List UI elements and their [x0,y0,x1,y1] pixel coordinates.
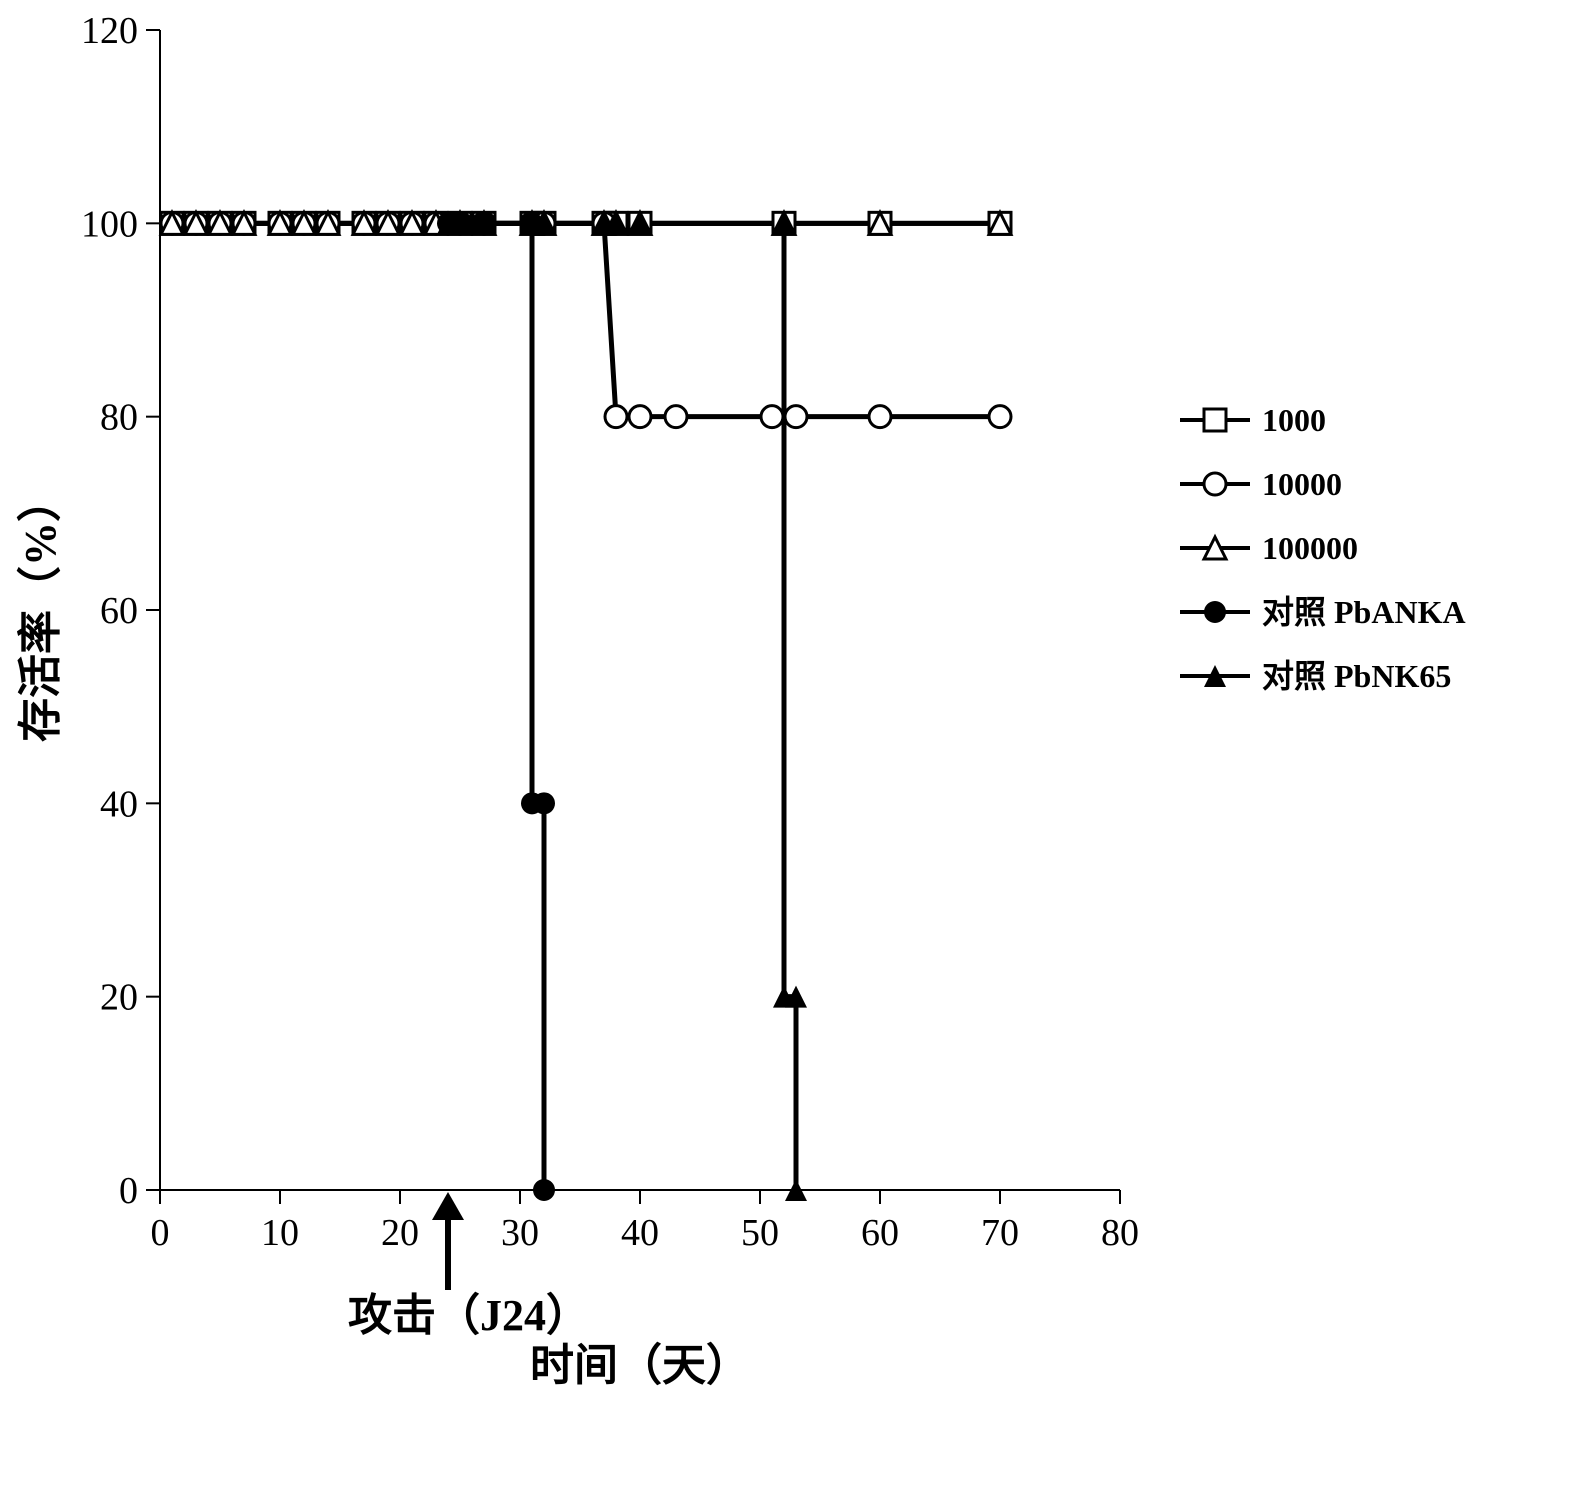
series-line-10000 [172,223,1000,416]
svg-text:20: 20 [100,977,138,1019]
svg-text:40: 40 [100,783,138,825]
svg-text:80: 80 [1101,1212,1139,1254]
legend: 1000 10000 100000 对照 PbANKA 对照 PbNK65 [1180,402,1466,694]
legend-item-label: 10000 [1262,466,1342,502]
series-line-对照 PbNK65 [448,223,796,1190]
svg-text:20: 20 [381,1212,419,1254]
chart-container: 0 10 20 30 40 50 60 70 80 0 20 40 60 80 100 120 存活率（%） 时间… [0,0,1577,1490]
svg-text:30: 30 [501,1212,539,1254]
svg-text:60: 60 [100,590,138,632]
series-lines [172,223,1000,1190]
svg-text:40: 40 [621,1212,659,1254]
svg-text:80: 80 [100,397,138,439]
series-line-对照 PbANKA [448,223,544,1190]
series-markers [161,212,1011,1201]
legend-item-label: 1000 [1262,402,1326,438]
svg-text:120: 120 [81,10,138,52]
svg-text:100: 100 [81,203,138,245]
legend-item-label: 对照 PbANKA [1262,594,1466,630]
y-axis-title: 存活率（%） [16,478,65,742]
svg-text:10: 10 [261,1212,299,1254]
svg-text:0: 0 [119,1170,138,1212]
x-axis-title: 时间（天） [530,1341,750,1390]
svg-text:50: 50 [741,1212,779,1254]
chart-svg: 0 10 20 30 40 50 60 70 80 0 20 40 60 80 100 120 存活率（%） 时间… [0,0,1577,1490]
legend-item-label: 对照 PbNK65 [1262,658,1451,694]
legend-item-label: 100000 [1262,530,1358,566]
annotation-label: 攻击（J24） [348,1291,590,1340]
svg-text:60: 60 [861,1212,899,1254]
svg-text:70: 70 [981,1212,1019,1254]
svg-text:0: 0 [151,1212,170,1254]
